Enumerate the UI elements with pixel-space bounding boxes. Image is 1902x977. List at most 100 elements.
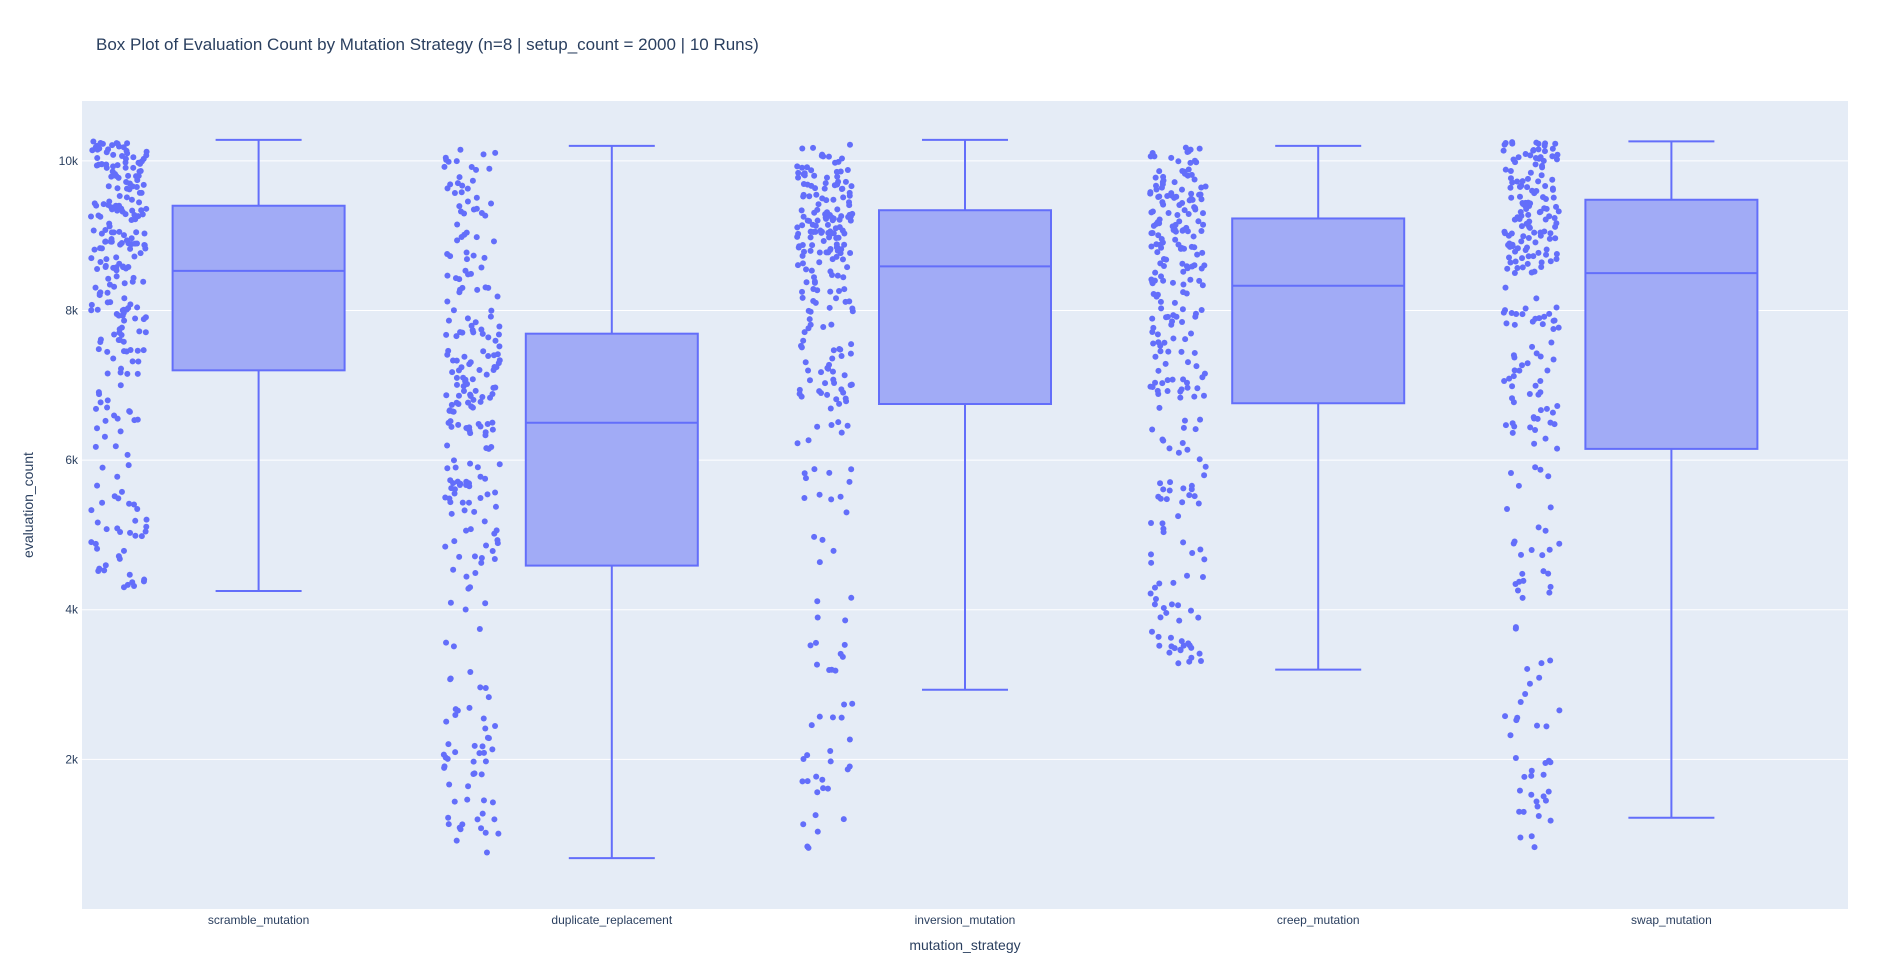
data-point [475, 420, 482, 427]
data-point [1543, 246, 1550, 253]
data-point [1159, 199, 1166, 206]
data-point [1177, 245, 1184, 252]
data-point [798, 207, 805, 214]
data-point [123, 237, 130, 244]
data-point [847, 250, 854, 257]
data-point [814, 598, 821, 605]
data-point [1530, 147, 1537, 154]
data-point [1184, 572, 1191, 579]
data-point [1540, 157, 1547, 164]
data-point [1541, 148, 1548, 155]
data-point [1524, 260, 1531, 267]
data-point [1192, 205, 1199, 212]
data-point [482, 475, 489, 482]
data-point [807, 234, 814, 241]
data-point [1154, 331, 1161, 338]
data-point [1152, 379, 1159, 386]
data-points [88, 138, 1563, 856]
data-point [1147, 551, 1154, 558]
data-point [1187, 276, 1194, 283]
data-point [1148, 243, 1155, 250]
data-point [1536, 315, 1543, 322]
data-point [1501, 228, 1508, 235]
data-point [1507, 175, 1514, 182]
data-point [1196, 650, 1203, 657]
data-point [1522, 305, 1529, 312]
data-point [1184, 384, 1191, 391]
data-point [476, 367, 483, 374]
data-point [806, 193, 813, 200]
box-iqr [1231, 217, 1406, 405]
data-point [1193, 363, 1200, 370]
data-point [1543, 251, 1550, 258]
data-point [1169, 279, 1176, 286]
data-point [88, 213, 95, 220]
data-point [821, 185, 828, 192]
data-point [1149, 426, 1156, 433]
data-point [1185, 210, 1192, 217]
data-point [1195, 614, 1202, 621]
x-tick-label: creep_mutation [1277, 913, 1360, 927]
data-point [483, 371, 490, 378]
data-point [143, 152, 150, 159]
data-point [1175, 602, 1182, 609]
data-point [1152, 596, 1159, 603]
data-point [1545, 570, 1552, 577]
data-point [823, 215, 830, 222]
data-point [1157, 241, 1164, 248]
data-point [799, 288, 806, 295]
data-point [1180, 268, 1187, 275]
data-point [467, 270, 474, 277]
data-point [816, 713, 823, 720]
data-point [810, 144, 817, 151]
data-point [88, 301, 95, 308]
data-point [1524, 665, 1531, 672]
data-point [1158, 184, 1165, 191]
data-point [1187, 159, 1194, 166]
data-point [124, 150, 131, 157]
data-point [1187, 607, 1194, 614]
data-point [488, 200, 495, 207]
data-point [805, 437, 812, 444]
data-point [455, 392, 462, 399]
data-point [1555, 324, 1562, 331]
data-point [805, 325, 812, 332]
data-point [89, 147, 96, 154]
data-point [848, 466, 855, 473]
data-point [451, 538, 458, 545]
data-point [469, 177, 476, 184]
data-point [452, 464, 459, 471]
data-point [836, 400, 843, 407]
x-tick-labels: scramble_mutation duplicate_replacement in… [208, 913, 1712, 927]
data-point [1533, 295, 1540, 302]
data-point [1532, 382, 1539, 389]
data-point [1526, 680, 1533, 687]
data-point [1165, 210, 1172, 217]
data-point [1548, 339, 1555, 346]
data-point [1546, 546, 1553, 553]
data-point [474, 286, 481, 293]
data-point [838, 429, 845, 436]
data-point [1513, 717, 1520, 724]
data-point [1536, 209, 1543, 216]
data-point [1502, 422, 1509, 429]
data-point [448, 510, 455, 517]
data-point [1554, 151, 1561, 158]
data-point [820, 238, 827, 245]
data-point [1188, 654, 1195, 661]
data-point [1198, 196, 1205, 203]
data-point [1155, 339, 1162, 346]
data-point [90, 138, 97, 145]
data-point [106, 281, 113, 288]
data-point [125, 172, 132, 179]
data-point [833, 241, 840, 248]
data-point [1511, 423, 1518, 430]
data-point [835, 178, 842, 185]
data-point [1542, 182, 1549, 189]
data-point [1171, 179, 1178, 186]
data-point [94, 154, 101, 161]
data-point [836, 216, 843, 223]
data-point [811, 279, 818, 286]
data-point [132, 517, 139, 524]
data-point [465, 399, 472, 406]
